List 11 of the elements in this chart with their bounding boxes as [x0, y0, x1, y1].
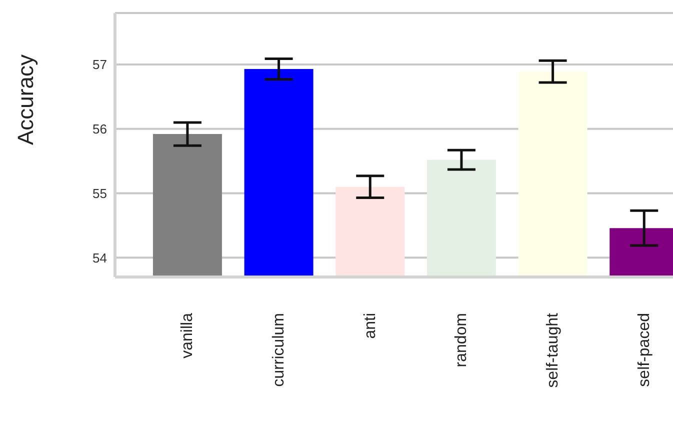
y-tick-label: 57	[92, 57, 107, 72]
y-tick-label: 56	[92, 122, 107, 137]
y-axis-title: Accuracy	[12, 54, 38, 145]
y-tick-label: 54	[92, 250, 107, 266]
x-tick-label: vanilla	[179, 312, 196, 358]
y-tick-label: 55	[92, 186, 107, 201]
x-tick-label: random	[453, 313, 470, 368]
x-tick-label: anti	[362, 313, 379, 339]
x-tick-label: self-taught	[544, 312, 562, 388]
x-tick-label: self-paced	[636, 313, 653, 387]
x-tick-label: curriculum	[270, 313, 288, 387]
